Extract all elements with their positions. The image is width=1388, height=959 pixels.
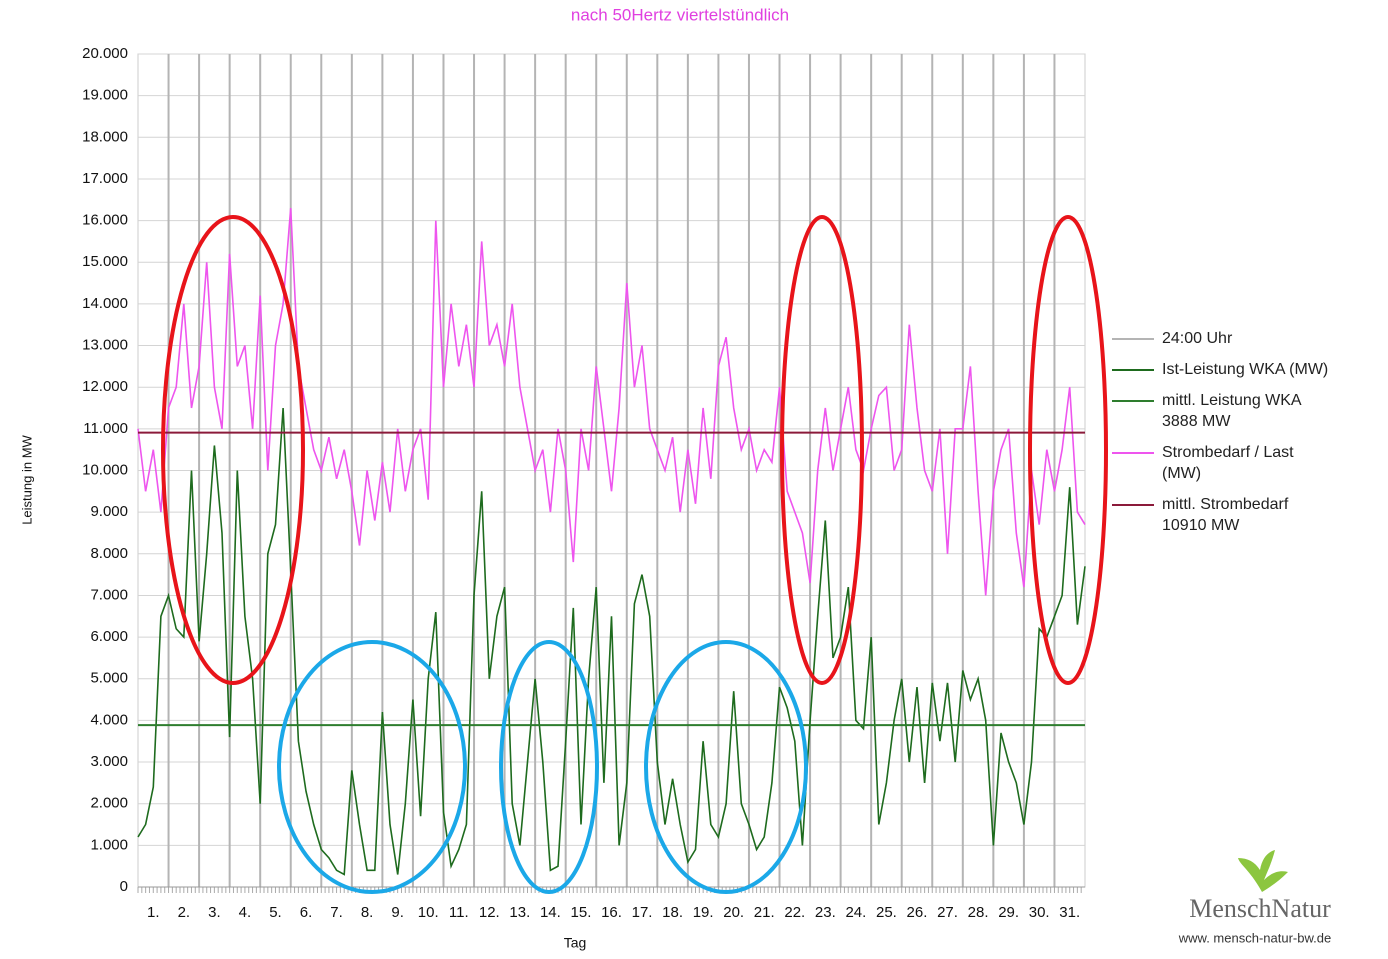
y-tick-label: 17.000: [82, 170, 128, 187]
legend-label: mittl. Leistung WKA 3888 MW: [1162, 392, 1302, 430]
y-tick-label: 4.000: [90, 711, 128, 728]
x-tick-label: 7.: [330, 904, 343, 921]
x-tick-label: 4.: [239, 904, 252, 921]
data-line: [137, 208, 1086, 596]
x-tick-label: 8.: [361, 904, 374, 921]
y-tick-label: 12.000: [82, 378, 128, 395]
x-tick-label: 19.: [693, 904, 714, 921]
plot-area: 0 1.000 2.000 3.000 4.000 5.000 6.000 7.000 8.00…: [82, 45, 1086, 921]
y-tick-label: 2.000: [90, 795, 128, 812]
legend-item: Ist-Leistung WKA (MW): [1112, 359, 1328, 380]
highlight-ellipse: [499, 640, 599, 894]
highlight-ellipse: [644, 640, 808, 894]
legend-item: mittl. Strombedarf 10910 MW: [1112, 494, 1328, 536]
y-tick-label: 19.000: [82, 87, 128, 104]
x-tick-label: 29.: [998, 904, 1019, 921]
x-tick-label: 24.: [845, 904, 866, 921]
chart-title: nach 50Hertz viertelstündlich: [571, 5, 789, 24]
legend-label: Ist-Leistung WKA (MW): [1162, 361, 1329, 378]
x-tick-label: 18.: [662, 904, 683, 921]
x-tick-label: 14.: [540, 904, 561, 921]
logo-url: www. mensch-natur-bw.de: [1178, 930, 1331, 945]
legend-item: mittl. Leistung WKA 3888 MW: [1112, 390, 1328, 432]
x-tick-label: 31.: [1059, 904, 1080, 921]
y-tick-label: 7.000: [90, 586, 128, 603]
x-tick-label: 2.: [178, 904, 191, 921]
y-tick-label: 15.000: [82, 253, 128, 270]
y-axis-label: Leistung in MW: [19, 434, 34, 524]
y-tick-label: 8.000: [90, 545, 128, 562]
y-tick-label: 5.000: [90, 670, 128, 687]
y-tick-label: 6.000: [90, 628, 128, 645]
highlight-ellipse: [780, 215, 864, 685]
highlight-ellipse: [1028, 215, 1108, 685]
logo-text: MenschNatur: [1189, 894, 1331, 923]
x-tick-label: 22.: [784, 904, 805, 921]
legend-label: 24:00 Uhr: [1162, 330, 1233, 347]
annotations: [161, 215, 1108, 894]
x-tick-label: 27.: [937, 904, 958, 921]
legend-label: mittl. Strombedarf 10910 MW: [1162, 496, 1289, 534]
x-tick-label: 12.: [479, 904, 500, 921]
x-tick-label: 23.: [815, 904, 836, 921]
y-tick-label: 1.000: [90, 836, 128, 853]
y-tick-label: 0: [120, 878, 128, 895]
legend-swatch: [1112, 338, 1154, 340]
x-tick-label: 28.: [968, 904, 989, 921]
x-tick-label: 10.: [418, 904, 439, 921]
logo: MenschNatur www. mensch-natur-bw.de: [1178, 850, 1331, 945]
x-tick-label: 13.: [509, 904, 530, 921]
x-tick-label: 9.: [391, 904, 404, 921]
legend-item: Strombedarf / Last (MW): [1112, 442, 1328, 484]
x-tick-label: 3.: [208, 904, 221, 921]
legend-swatch: [1112, 504, 1154, 506]
y-tick-label: 10.000: [82, 461, 128, 478]
x-tick-label: 17.: [632, 904, 653, 921]
x-tick-label: 26.: [907, 904, 928, 921]
legend-label: Strombedarf / Last (MW): [1162, 444, 1294, 482]
data-line: [137, 407, 1086, 876]
x-tick-label: 21.: [754, 904, 775, 921]
y-tick-label: 11.000: [83, 420, 128, 437]
x-tick-label: 5.: [269, 904, 282, 921]
legend-item: 24:00 Uhr: [1112, 328, 1328, 349]
x-tick-label: 11.: [449, 904, 469, 921]
highlight-ellipse: [277, 640, 467, 894]
y-tick-label: 20.000: [82, 45, 128, 62]
logo-leaf: [1238, 850, 1288, 892]
legend-swatch: [1112, 369, 1154, 371]
x-tick-label: 1.: [147, 904, 160, 921]
legend-swatch: [1112, 400, 1154, 402]
y-tick-label: 9.000: [90, 503, 128, 520]
legend-swatch: [1112, 452, 1154, 454]
x-axis-label: Tag: [564, 935, 587, 951]
highlight-ellipse: [161, 215, 305, 685]
x-tick-label: 30.: [1029, 904, 1050, 921]
x-tick-label: 20.: [723, 904, 744, 921]
y-tick-label: 16.000: [82, 212, 128, 229]
x-tick-label: 25.: [876, 904, 897, 921]
y-tick-label: 13.000: [82, 337, 128, 354]
y-tick-label: 3.000: [90, 753, 128, 770]
x-tick-label: 16.: [601, 904, 622, 921]
y-tick-label: 14.000: [82, 295, 128, 312]
legend: 24:00 Uhr Ist-Leistung WKA (MW) mittl. Lei…: [1112, 328, 1328, 546]
x-tick-label: 15.: [571, 904, 592, 921]
x-tick-label: 6.: [300, 904, 313, 921]
y-tick-label: 18.000: [82, 128, 128, 145]
